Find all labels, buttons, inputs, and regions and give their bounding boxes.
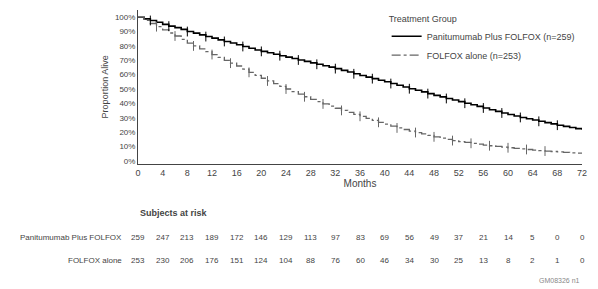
svg-text:113: 113	[304, 233, 317, 242]
svg-text:50%: 50%	[119, 85, 135, 94]
svg-text:Treatment Group: Treatment Group	[389, 14, 457, 24]
svg-text:247: 247	[156, 233, 170, 242]
svg-text:21: 21	[479, 233, 488, 242]
svg-text:GM08326 n1: GM08326 n1	[539, 277, 580, 284]
svg-text:37: 37	[454, 233, 463, 242]
svg-text:64: 64	[528, 168, 538, 178]
svg-text:90%: 90%	[119, 27, 135, 36]
svg-text:104: 104	[279, 256, 293, 265]
svg-text:80%: 80%	[119, 42, 135, 51]
svg-text:146: 146	[254, 233, 268, 242]
svg-text:Months: Months	[344, 178, 377, 189]
svg-text:0%: 0%	[124, 157, 136, 166]
svg-text:88: 88	[306, 256, 315, 265]
svg-text:70%: 70%	[119, 56, 135, 65]
svg-text:68: 68	[552, 168, 562, 178]
svg-text:30%: 30%	[119, 114, 135, 123]
svg-text:0: 0	[580, 256, 585, 265]
svg-text:206: 206	[180, 256, 194, 265]
svg-text:30: 30	[430, 256, 439, 265]
svg-text:72: 72	[577, 168, 587, 178]
svg-text:253: 253	[131, 256, 145, 265]
svg-text:25: 25	[454, 256, 463, 265]
svg-text:69: 69	[380, 233, 389, 242]
svg-text:20: 20	[256, 168, 266, 178]
svg-text:151: 151	[230, 256, 244, 265]
svg-text:8: 8	[185, 168, 190, 178]
svg-text:56: 56	[405, 233, 414, 242]
svg-text:32: 32	[330, 168, 340, 178]
svg-text:2: 2	[530, 256, 535, 265]
svg-text:5: 5	[530, 233, 535, 242]
svg-text:259: 259	[131, 233, 145, 242]
svg-text:0: 0	[555, 233, 560, 242]
svg-text:16: 16	[232, 168, 242, 178]
svg-text:46: 46	[380, 256, 389, 265]
svg-text:Panitumumab Plus FOLFOX: Panitumumab Plus FOLFOX	[20, 233, 122, 242]
svg-text:83: 83	[356, 233, 365, 242]
svg-text:Proportion Alive: Proportion Alive	[100, 55, 110, 118]
svg-text:20%: 20%	[119, 128, 135, 137]
svg-text:124: 124	[254, 256, 268, 265]
svg-text:60: 60	[503, 168, 513, 178]
svg-text:189: 189	[205, 233, 219, 242]
svg-text:49: 49	[430, 233, 439, 242]
svg-text:28: 28	[306, 168, 316, 178]
svg-text:230: 230	[156, 256, 170, 265]
svg-text:8: 8	[506, 256, 511, 265]
svg-text:1: 1	[555, 256, 560, 265]
svg-text:52: 52	[454, 168, 464, 178]
svg-text:FOLFOX alone: FOLFOX alone	[68, 256, 122, 265]
svg-text:FOLFOX alone (n=253): FOLFOX alone (n=253)	[427, 51, 521, 61]
svg-text:44: 44	[404, 168, 414, 178]
svg-text:60: 60	[356, 256, 365, 265]
svg-text:0: 0	[580, 233, 585, 242]
svg-text:129: 129	[279, 233, 293, 242]
svg-text:34: 34	[405, 256, 414, 265]
svg-text:40%: 40%	[119, 99, 135, 108]
svg-text:24: 24	[281, 168, 291, 178]
svg-text:60%: 60%	[119, 70, 135, 79]
svg-text:56: 56	[478, 168, 488, 178]
svg-text:0: 0	[135, 168, 140, 178]
svg-text:172: 172	[230, 233, 244, 242]
svg-text:213: 213	[180, 233, 194, 242]
svg-text:40: 40	[380, 168, 390, 178]
svg-text:100%: 100%	[115, 13, 135, 22]
svg-text:10%: 10%	[119, 142, 135, 151]
svg-text:36: 36	[355, 168, 365, 178]
svg-text:4: 4	[160, 168, 165, 178]
svg-text:13: 13	[479, 256, 488, 265]
svg-text:Panitumumab Plus FOLFOX (n=259: Panitumumab Plus FOLFOX (n=259)	[427, 32, 575, 42]
svg-text:176: 176	[205, 256, 219, 265]
svg-text:Subjects at risk: Subjects at risk	[140, 208, 208, 218]
svg-text:12: 12	[207, 168, 217, 178]
svg-text:97: 97	[331, 233, 340, 242]
svg-text:14: 14	[504, 233, 513, 242]
svg-text:48: 48	[429, 168, 439, 178]
svg-text:76: 76	[331, 256, 340, 265]
